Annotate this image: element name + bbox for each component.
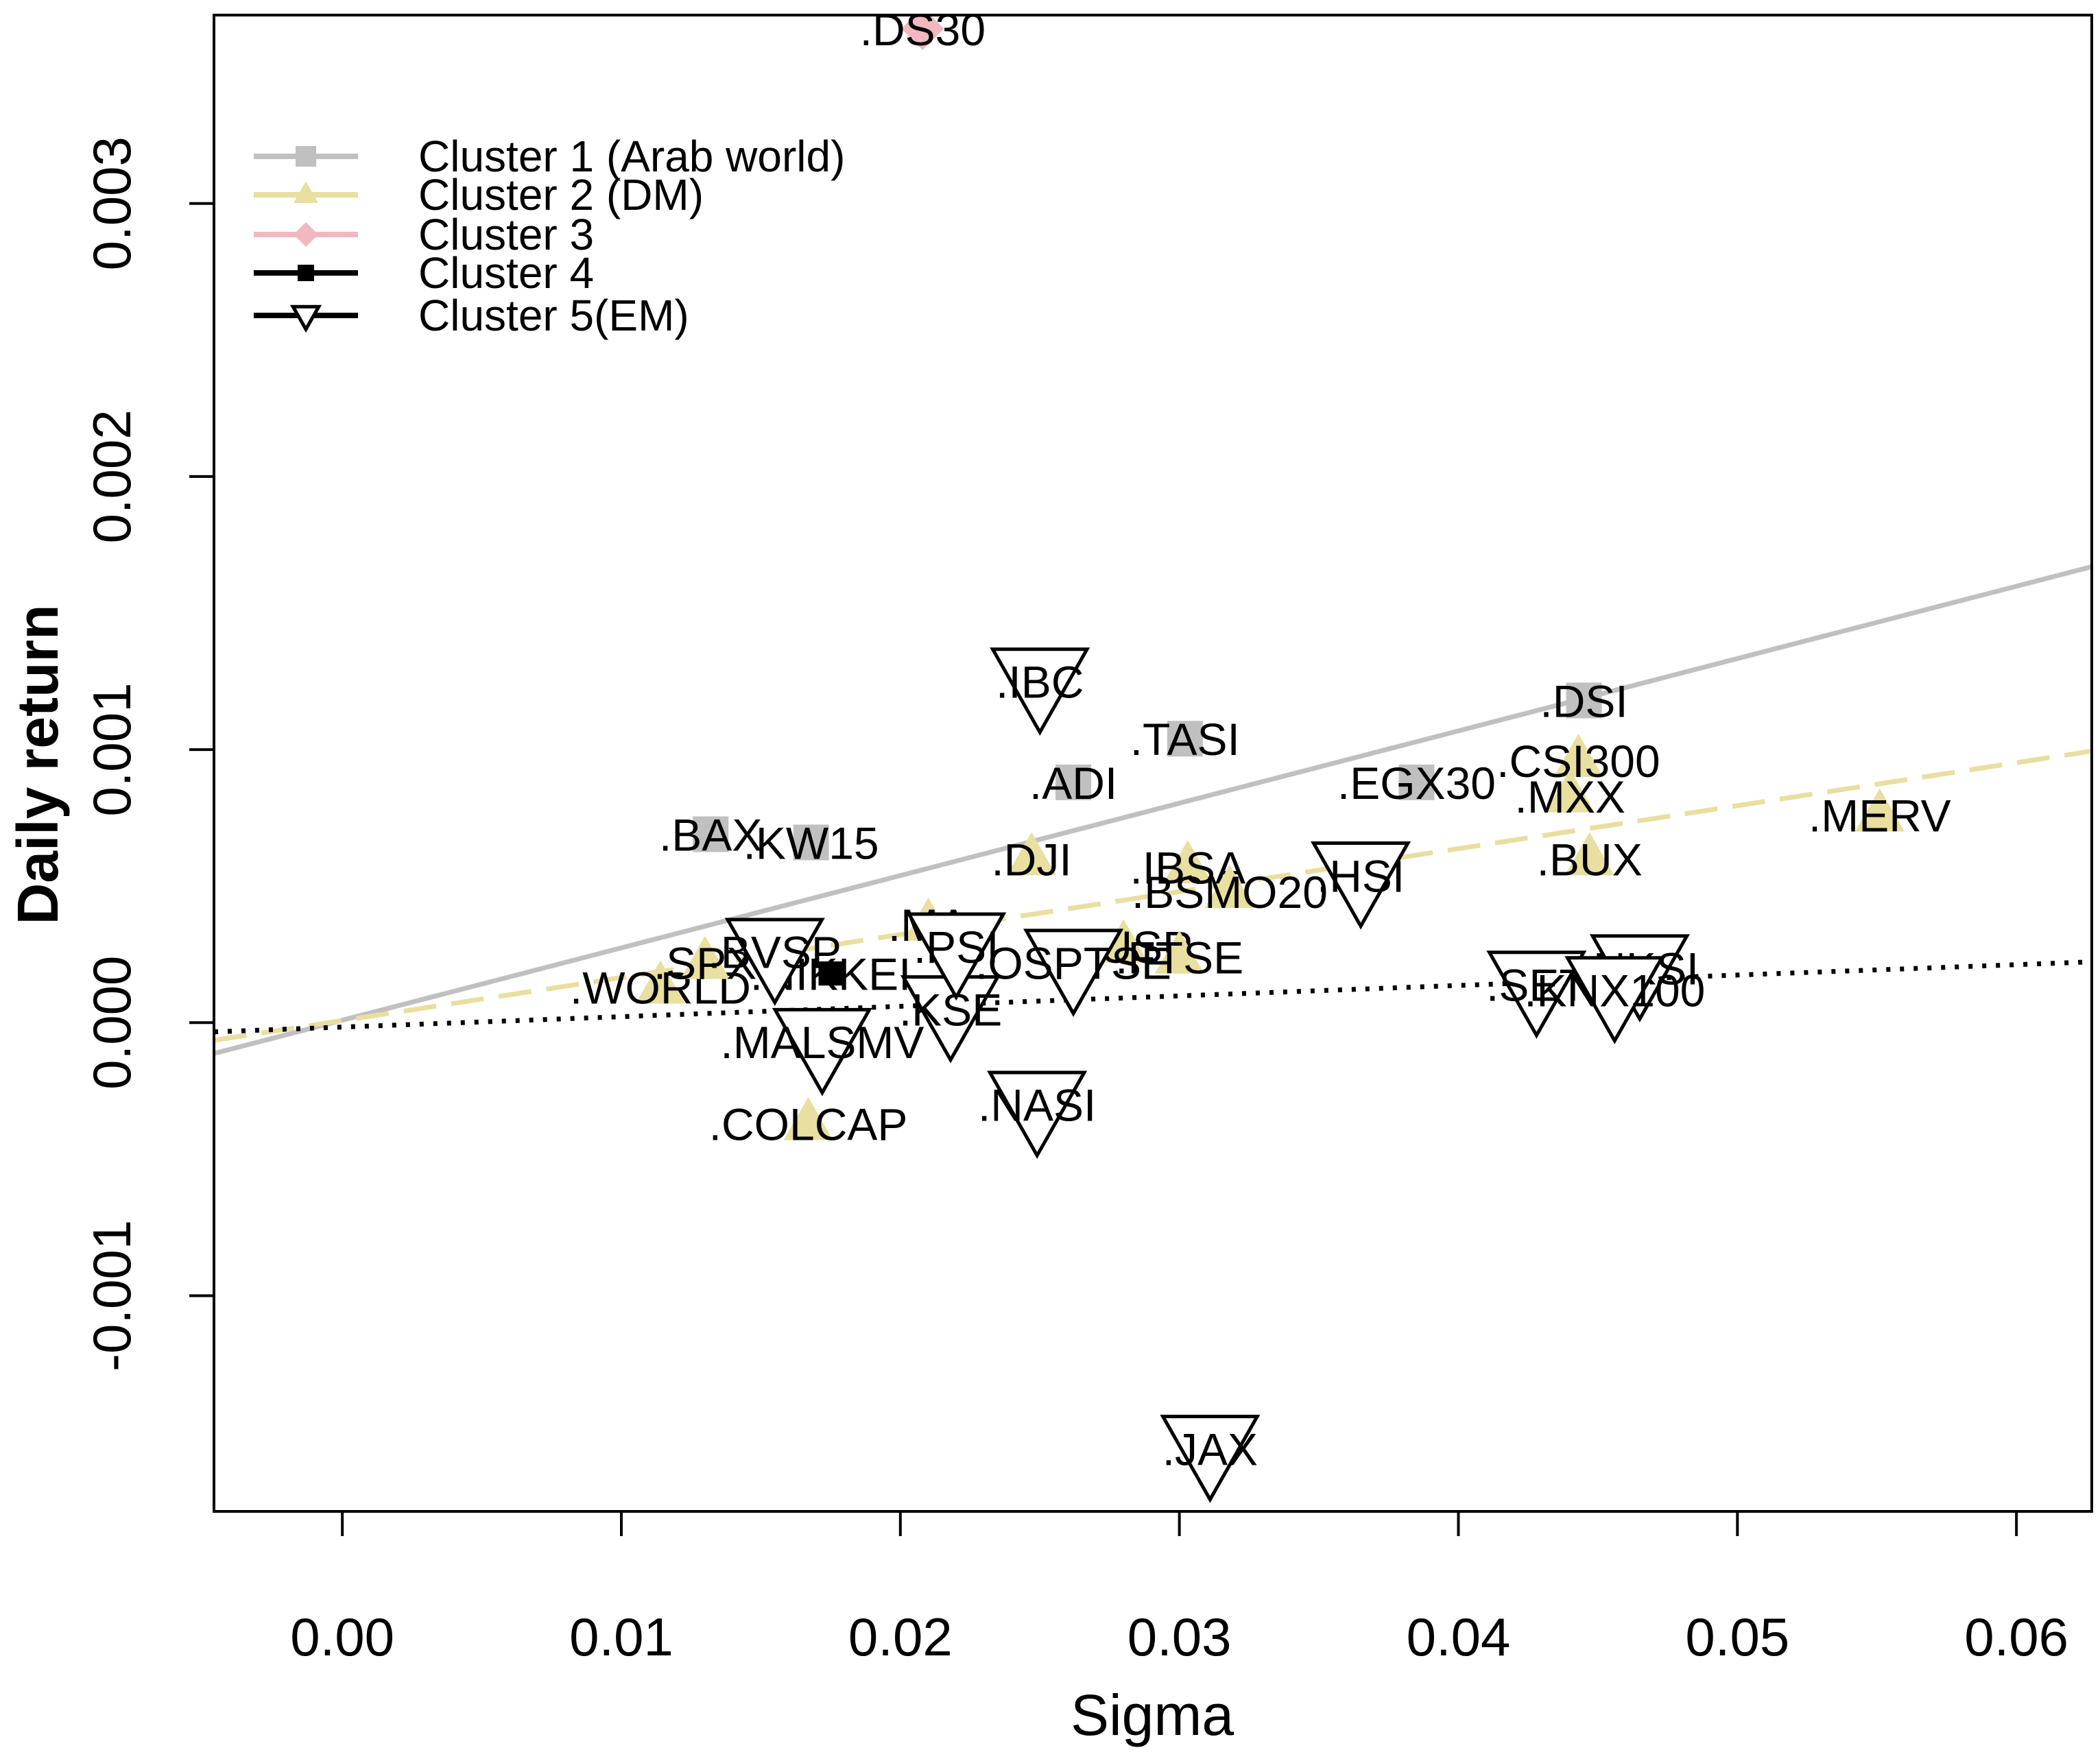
point-label-psi: .PSI <box>914 922 999 972</box>
point-label-bux: .BUX <box>1537 834 1643 885</box>
point-label-knx100: .KNX100 <box>1524 965 1705 1016</box>
fit-line-cluster-2-dm <box>214 748 2092 1043</box>
data-points: .DSI .TASI .ADI .EGX30 .BAX.KW15 .CSI300.MXX.… <box>570 4 1951 1503</box>
x-tick-label: 0.06 <box>1964 1607 2068 1667</box>
legend-marker-cluster-5-em <box>289 304 322 333</box>
x-tick-label: 0.05 <box>1685 1607 1789 1667</box>
point-label-merv: .MERV <box>1809 791 1951 841</box>
point-nasi <box>987 1070 1088 1160</box>
point-label-egx30: .EGX30 <box>1337 758 1496 808</box>
point-dji <box>1007 832 1057 876</box>
legend-label-cluster-2-dm: Cluster 2 (DM) <box>418 170 704 219</box>
y-tick-label: 0.001 <box>82 682 142 816</box>
point-ds30 <box>901 15 944 51</box>
legend: Cluster 1 (Arab world)Cluster 2 (DM)Clus… <box>254 132 845 340</box>
point-ibc <box>990 647 1090 736</box>
x-tick-label: 0.03 <box>1127 1607 1232 1667</box>
point-label-adi: .ADI <box>1029 758 1117 808</box>
y-tick-label: 0.000 <box>82 956 142 1090</box>
point-cusp <box>1099 919 1149 963</box>
point-kw15 <box>793 824 829 861</box>
point-bvsp <box>724 918 825 1007</box>
legend-label-cluster-5-em: Cluster 5(EM) <box>418 291 689 340</box>
point-label-csi300: .CSI300 <box>1496 736 1660 787</box>
point-label-hsi: .HSI <box>1317 850 1405 901</box>
point-set <box>1486 950 1587 1039</box>
point-label-bsmo20: .BSMO20 <box>1132 867 1328 918</box>
y-tick-label: 0.002 <box>82 409 142 543</box>
y-tick-label: -0.001 <box>82 1220 142 1371</box>
point-label-kse: .KSE <box>899 984 1002 1035</box>
legend-marker-cluster-2-dm <box>294 181 318 203</box>
point-label-nasi: .NASI <box>978 1080 1096 1131</box>
point-label-ftse: .FTSE <box>1115 933 1243 983</box>
fit-line-cluster-5-em <box>214 959 2092 1035</box>
point-malsmv <box>772 1007 872 1097</box>
x-axis-label: Sigma <box>1071 1683 1234 1747</box>
point-merv <box>1854 788 1905 832</box>
point-bsmo20 <box>1204 865 1254 909</box>
point-knx100 <box>1564 956 1665 1044</box>
point-adi <box>1055 764 1092 800</box>
x-axis: 0.00 0.01 0.02 0.03 0.04 0.05 0.06 <box>290 1511 2068 1667</box>
point-label-ibc: .IBC <box>996 657 1084 708</box>
point-psi <box>906 912 1007 1001</box>
point-mxx <box>1545 769 1595 813</box>
point-nikkei <box>818 961 843 986</box>
point-label-osptse: .OSPTSE <box>975 938 1171 989</box>
legend-marker-cluster-4 <box>298 265 314 281</box>
point-hsi <box>1311 841 1411 930</box>
x-tick-label: 0.01 <box>569 1607 673 1667</box>
fit-line-cluster-1-arab-world <box>214 564 2092 1056</box>
point-label-bax: .BAX <box>659 810 762 861</box>
point-label-jax: .JAX <box>1162 1424 1258 1474</box>
legend-label-cluster-4: Cluster 4 <box>418 248 594 298</box>
point-label-spx: .SPX <box>654 938 756 989</box>
x-tick-label: 0.02 <box>848 1607 953 1667</box>
point-egx30 <box>1398 764 1435 800</box>
point-label-set: .SET <box>1486 960 1587 1011</box>
legend-marker-cluster-3 <box>294 222 318 247</box>
legend-label-cluster-3: Cluster 3 <box>418 210 594 259</box>
point-jax <box>1160 1415 1261 1503</box>
point-label-colcap: .COLCAP <box>709 1099 908 1150</box>
point-bax <box>693 816 729 852</box>
y-axis-label: Daily return <box>5 605 70 925</box>
point-ibsa <box>1162 840 1213 884</box>
point-spx <box>680 935 730 979</box>
point-ftse <box>1154 930 1204 974</box>
plot-frame <box>213 14 2093 1513</box>
point-label-dsi: .DSI <box>1540 675 1627 726</box>
y-tick-label: 0.003 <box>82 136 142 270</box>
point-dsi <box>1566 682 1602 719</box>
point-label-bvsp: .BVSP <box>708 927 842 978</box>
legend-label-cluster-1-arab-world: Cluster 1 (Arab world) <box>418 132 845 181</box>
x-tick-label: 0.00 <box>290 1607 394 1667</box>
point-label-kw15: .KW15 <box>743 817 879 868</box>
regression-lines <box>214 564 2092 1056</box>
legend-marker-cluster-1-arab-world <box>296 146 316 167</box>
point-tasi <box>1167 721 1203 757</box>
x-tick-label: 0.04 <box>1407 1607 1511 1667</box>
point-label-dji: .DJI <box>991 834 1071 885</box>
point-world <box>635 960 685 1004</box>
point-bux <box>1564 832 1614 876</box>
point-label-tasi: .TASI <box>1130 714 1240 765</box>
point-label-ds30: .DS30 <box>860 4 986 55</box>
point-osptse <box>1023 929 1124 1017</box>
point-csi300 <box>1553 734 1603 778</box>
y-axis: -0.001 0.000 0.001 0.002 0.003 <box>82 136 214 1371</box>
point-label-mxx: .MXX <box>1515 771 1625 822</box>
point-colcap <box>783 1097 833 1140</box>
point-label-malsmv: .MALSMV <box>720 1017 924 1068</box>
